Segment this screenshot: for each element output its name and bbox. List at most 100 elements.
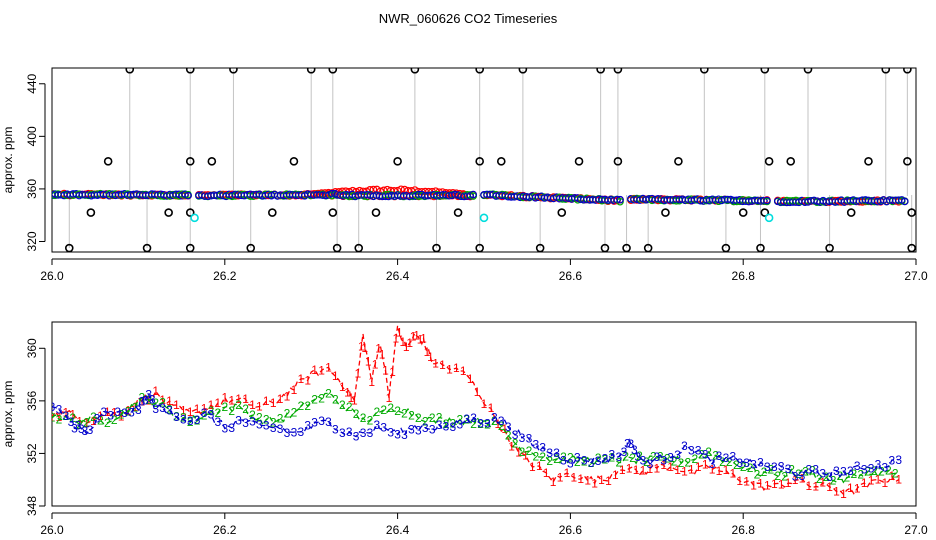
series-2-marker: 2 — [436, 410, 443, 424]
series-1-marker: 1 — [633, 463, 640, 477]
series-1-marker: 1 — [69, 407, 76, 421]
series-3-marker: 3 — [152, 402, 159, 416]
series-2-marker: 2 — [761, 465, 768, 479]
flagged-point — [246, 243, 256, 252]
bottom-panel: 26.0 26.2 26.4 26.6 26.8 27.0 348 352 356 360 appr… — [1, 321, 928, 537]
flagged-point — [496, 157, 506, 166]
series-2-marker: 2 — [768, 462, 775, 476]
series-3-marker: 3 — [539, 441, 546, 455]
series-1-marker: 1 — [386, 391, 393, 405]
series-3-marker: 3 — [450, 420, 457, 434]
series-3-marker: 3 — [263, 418, 270, 432]
series-1-marker: 1 — [270, 396, 277, 410]
series-1-marker: 1 — [393, 331, 400, 345]
series-3-marker: 3 — [546, 446, 553, 460]
series-3-marker: 3 — [87, 423, 94, 437]
series-3-marker: 3 — [819, 467, 826, 481]
series-1-marker: 1 — [332, 369, 339, 383]
series-3-marker: 3 — [187, 414, 194, 428]
series-3-marker: 3 — [380, 421, 387, 435]
series-2-marker: 2 — [235, 398, 242, 412]
series-2-marker: 2 — [291, 405, 298, 419]
series-2-marker: 2 — [505, 429, 512, 443]
series-3-marker: 3 — [297, 425, 304, 439]
series-1-marker: 1 — [647, 462, 654, 476]
series-2-marker: 2 — [567, 450, 574, 464]
series-3-marker: 3 — [681, 439, 688, 453]
series-1-marker: 1 — [325, 360, 332, 374]
series-2-marker: 2 — [636, 449, 643, 463]
series-3-marker: 3 — [833, 464, 840, 478]
series-2-marker: 2 — [242, 402, 249, 416]
x-tick-label: 26.6 — [559, 269, 583, 283]
series-2-marker: 2 — [850, 467, 857, 481]
series-1-marker: 1 — [389, 365, 396, 379]
series-1-marker: 1 — [420, 331, 427, 345]
flagged-point — [64, 243, 74, 252]
flagged-point — [475, 157, 484, 166]
series-2-marker: 2 — [339, 398, 346, 412]
series-1-marker: 1 — [56, 410, 63, 424]
series-1-marker: 1 — [339, 380, 346, 394]
series-1-marker: 1 — [139, 395, 146, 409]
series-2-marker: 2 — [256, 411, 263, 425]
series-1-marker: 1 — [49, 411, 56, 425]
flagged-point — [600, 243, 610, 252]
series-2-marker: 2 — [118, 408, 125, 422]
flagged-point — [475, 243, 484, 252]
series-3-marker: 3 — [519, 431, 526, 445]
series-1-marker: 1 — [318, 363, 325, 377]
series-1-marker: 1 — [736, 474, 743, 488]
series-1-marker: 1 — [361, 341, 368, 355]
series-2-marker: 2 — [415, 411, 422, 425]
series-1-marker: 1 — [263, 394, 270, 408]
series-3-marker: 3 — [443, 420, 450, 434]
flagged-point — [738, 208, 748, 217]
series-2-marker: 2 — [512, 436, 519, 450]
flagged-point — [306, 68, 316, 74]
series-1-marker: 1 — [488, 401, 495, 415]
series-3-marker: 3 — [81, 424, 88, 438]
series-1-marker: 1 — [840, 487, 847, 501]
series-3-marker: 3 — [145, 387, 152, 401]
series-1-marker: 1 — [819, 476, 826, 490]
flagged-point — [903, 68, 912, 74]
series-3-marker: 3 — [750, 457, 757, 471]
x-tick-label: 26.2 — [213, 269, 237, 283]
series-3-marker: 3 — [602, 452, 609, 466]
series-3-point — [469, 190, 478, 199]
series-2-marker: 2 — [270, 415, 277, 429]
series-1-marker: 1 — [826, 480, 833, 494]
series-1-marker: 1 — [159, 393, 166, 407]
series-3-marker: 3 — [498, 414, 505, 428]
series-2-marker: 2 — [553, 452, 560, 466]
series-2-marker: 2 — [443, 417, 450, 431]
series-2-marker: 2 — [595, 451, 602, 465]
series-2-marker: 2 — [878, 465, 885, 479]
series-2-marker: 2 — [263, 413, 270, 427]
series-2-marker: 2 — [788, 463, 795, 477]
y-axis-label: approx. ppm — [1, 127, 15, 194]
plot-frame — [51, 67, 917, 253]
series-1-marker: 1 — [778, 478, 785, 492]
flagged-point — [786, 157, 796, 166]
flagged-point — [613, 157, 623, 166]
series-3-marker: 3 — [757, 456, 764, 470]
series-1-marker: 1 — [612, 468, 619, 482]
series-3-marker: 3 — [291, 425, 298, 439]
series-2-marker: 2 — [844, 470, 851, 484]
series-3-marker: 3 — [221, 421, 228, 435]
series-2-marker: 2 — [332, 393, 339, 407]
series-1-marker: 1 — [771, 477, 778, 491]
series-3-marker: 3 — [491, 411, 498, 425]
series-3-marker: 3 — [567, 456, 574, 470]
series-2-marker: 2 — [470, 417, 477, 431]
series-2-marker: 2 — [367, 413, 374, 427]
series-1-marker: 1 — [194, 402, 201, 416]
series-3-marker: 3 — [812, 463, 819, 477]
series-1-marker: 1 — [446, 362, 453, 376]
series-3-marker: 3 — [339, 426, 346, 440]
series-1-marker: 1 — [494, 417, 501, 431]
series-3-point — [328, 189, 336, 198]
series-2-marker: 2 — [671, 455, 678, 469]
